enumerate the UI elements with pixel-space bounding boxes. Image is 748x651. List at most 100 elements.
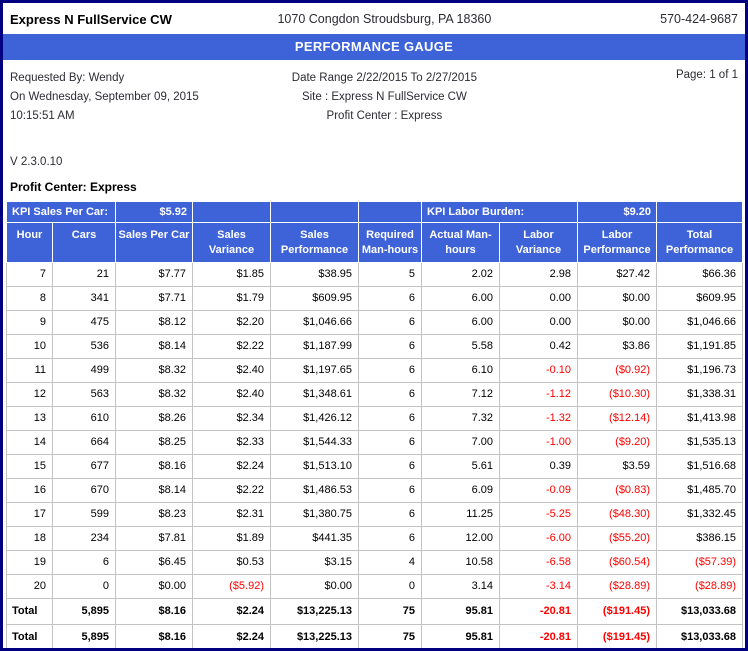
table-cell: 341 xyxy=(52,286,116,311)
table-cell: 3.14 xyxy=(421,574,500,599)
table-cell: 12 xyxy=(6,382,53,407)
table-cell: $609.95 xyxy=(656,286,744,311)
table-cell: 5.58 xyxy=(421,334,500,359)
performance-table: KPI Sales Per Car: $5.92 KPI Labor Burde… xyxy=(6,201,744,648)
table-cell: $13,033.68 xyxy=(656,598,744,625)
column-header-row: Hour Cars Sales Per Car Sales Variance Sales… xyxy=(6,222,744,263)
table-cell: $2.24 xyxy=(192,454,271,479)
column-header: Cars xyxy=(52,222,116,263)
table-cell: 6 xyxy=(358,430,422,455)
table-cell: $2.40 xyxy=(192,358,271,383)
table-cell: -0.09 xyxy=(498,478,579,503)
table-cell: $2.34 xyxy=(192,406,271,431)
table-cell: $0.00 xyxy=(115,574,193,599)
table-cell: ($0.92) xyxy=(577,358,658,383)
table-cell: -6.00 xyxy=(498,526,579,551)
table-body: 7 21 $7.77 $1.85 $38.95 5 2.02 2.98 $27.42 $66.36… xyxy=(6,262,744,648)
kpi-spacer xyxy=(656,201,744,223)
table-cell: $3.15 xyxy=(270,550,359,575)
table-row: 16 670 $8.14 $2.22 $1,486.53 6 6.09 -0.09 ($0.83… xyxy=(6,478,744,503)
column-header: Labor Variance xyxy=(498,222,579,263)
date-range-line: Date Range 2/22/2015 To 2/27/2015 xyxy=(291,72,477,84)
table-cell: 20 xyxy=(6,574,53,599)
column-header: Sales Performance xyxy=(270,222,359,263)
table-cell: $27.42 xyxy=(577,262,658,287)
table-cell: $8.14 xyxy=(115,334,193,359)
table-cell: $8.16 xyxy=(115,624,193,648)
table-cell: ($0.83) xyxy=(577,478,658,503)
table-cell: 2.98 xyxy=(498,262,579,287)
table-cell: 5,895 xyxy=(52,598,116,625)
meta-center: Date Range 2/22/2015 To 2/27/2015 Site :… xyxy=(239,69,530,126)
column-header: Sales Per Car xyxy=(115,222,193,263)
kpi-row: KPI Sales Per Car: $5.92 KPI Labor Burde… xyxy=(6,201,744,223)
table-cell: 6.09 xyxy=(421,478,500,503)
table-cell: $38.95 xyxy=(270,262,359,287)
table-cell: 10.58 xyxy=(421,550,500,575)
table-cell: $1,046.66 xyxy=(656,310,744,335)
table-cell: 475 xyxy=(52,310,116,335)
business-phone: 570-424-9687 xyxy=(660,12,738,26)
table-row: 14 664 $8.25 $2.33 $1,544.33 6 7.00 -1.00 ($9.20… xyxy=(6,430,744,455)
table-cell: 2.02 xyxy=(421,262,500,287)
table-cell: 0.39 xyxy=(498,454,579,479)
table-cell: 75 xyxy=(358,598,422,625)
table-cell: $1,046.66 xyxy=(270,310,359,335)
requested-time-line: 10:15:51 AM xyxy=(10,110,75,122)
table-cell: 6 xyxy=(358,526,422,551)
table-cell: $7.81 xyxy=(115,526,193,551)
table-cell: 0 xyxy=(52,574,116,599)
table-cell: 7 xyxy=(6,262,53,287)
table-cell: $1,332.45 xyxy=(656,502,744,527)
table-cell: $13,225.13 xyxy=(270,598,359,625)
table-cell: -1.00 xyxy=(498,430,579,455)
kpi-spacer xyxy=(358,201,422,223)
table-cell: 12.00 xyxy=(421,526,500,551)
kpi-spacer xyxy=(270,201,359,223)
table-cell: $8.14 xyxy=(115,478,193,503)
version-label: V 2.3.0.10 xyxy=(10,156,63,168)
kpi-sales-per-car-label: KPI Sales Per Car: xyxy=(6,201,116,223)
table-cell: $2.24 xyxy=(192,598,271,625)
table-cell: ($10.30) xyxy=(577,382,658,407)
table-cell: $2.22 xyxy=(192,334,271,359)
table-cell: 610 xyxy=(52,406,116,431)
table-cell: 5.61 xyxy=(421,454,500,479)
table-cell: $2.24 xyxy=(192,624,271,648)
table-cell: -5.25 xyxy=(498,502,579,527)
table-cell: 4 xyxy=(358,550,422,575)
total-row: Total 5,895 $8.16 $2.24 $13,225.13 75 95.81 -20… xyxy=(6,598,744,625)
business-address: 1070 Congdon Stroudsburg, PA 18360 xyxy=(277,12,492,26)
table-cell: -20.81 xyxy=(498,598,579,625)
table-cell: 15 xyxy=(6,454,53,479)
table-cell: 0.00 xyxy=(498,286,579,311)
column-header: Sales Variance xyxy=(192,222,271,263)
kpi-sales-per-car-value: $5.92 xyxy=(115,201,193,223)
table-cell: $1,197.65 xyxy=(270,358,359,383)
table-cell: 5,895 xyxy=(52,624,116,648)
table-cell: $1.79 xyxy=(192,286,271,311)
table-cell: 6 xyxy=(358,454,422,479)
table-cell: $8.32 xyxy=(115,358,193,383)
table-cell: $1,348.61 xyxy=(270,382,359,407)
table-row: 11 499 $8.32 $2.40 $1,197.65 6 6.10 -0.10 ($0.92… xyxy=(6,358,744,383)
table-cell: 6 xyxy=(52,550,116,575)
table-cell: 563 xyxy=(52,382,116,407)
column-header: Labor Performance xyxy=(577,222,658,263)
table-cell: $8.16 xyxy=(115,454,193,479)
requested-on-line: On Wednesday, September 09, 2015 xyxy=(10,91,199,103)
table-cell: 11.25 xyxy=(421,502,500,527)
table-cell: ($28.89) xyxy=(656,574,744,599)
column-header: Required Man-hours xyxy=(358,222,422,263)
table-cell: 5 xyxy=(358,262,422,287)
table-cell: 6 xyxy=(358,358,422,383)
table-cell: $8.32 xyxy=(115,382,193,407)
table-cell: $441.35 xyxy=(270,526,359,551)
table-cell: ($28.89) xyxy=(577,574,658,599)
table-cell: $1,535.13 xyxy=(656,430,744,455)
table-cell: $2.40 xyxy=(192,382,271,407)
table-cell: ($5.92) xyxy=(192,574,271,599)
table-cell: $1.89 xyxy=(192,526,271,551)
table-row: 9 475 $8.12 $2.20 $1,046.66 6 6.00 0.00 $0.00 $1,… xyxy=(6,310,744,335)
table-cell: $8.23 xyxy=(115,502,193,527)
